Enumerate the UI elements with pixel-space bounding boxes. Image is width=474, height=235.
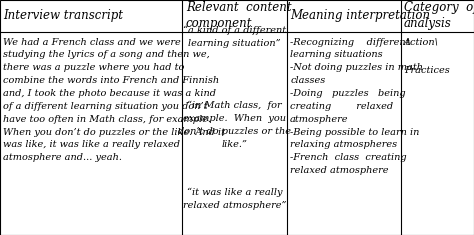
Text: Practices: Practices [404, 66, 450, 75]
Text: “it was like a really
relaxed atmosphere”: “it was like a really relaxed atmosphere… [183, 188, 286, 210]
Text: Interview transcript: Interview transcript [3, 9, 123, 22]
Text: Relevant  content
component: Relevant content component [186, 1, 292, 30]
Text: “in Math class,  for
example.  When  you
don’t do puzzles or the
like.”: “in Math class, for example. When you do… [178, 101, 291, 149]
Text: Action\: Action\ [404, 38, 439, 47]
Text: “a kind of a different
learning situation”: “a kind of a different learning situatio… [183, 26, 286, 48]
Text: Category  of
analysis: Category of analysis [404, 1, 474, 30]
Text: -Recognizing    different
learning situations
-Not doing puzzles in math
classes: -Recognizing different learning situatio… [290, 38, 423, 175]
Text: Meaning interpretation: Meaning interpretation [290, 9, 430, 22]
Text: We had a French class and we were
studying the lyrics of a song and then we,
the: We had a French class and we were studyi… [3, 38, 225, 162]
